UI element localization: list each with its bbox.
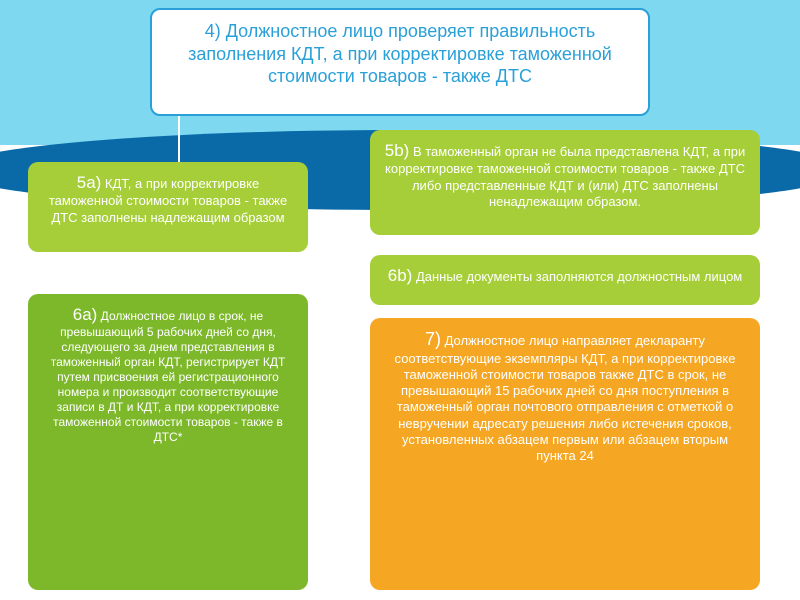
box-6b-text: Данные документы заполняются должностным… (412, 269, 742, 284)
connector-6b-to-7 (560, 305, 562, 318)
box-6a-lead: 6a) (73, 305, 98, 324)
box-step-7: 7) Должностное лицо направляет декларант… (370, 318, 760, 590)
box-5b-text: В таможенный орган не была представлена … (385, 144, 745, 209)
box-step-5a: 5a) КДТ, а при корректировке таможенной … (28, 162, 308, 252)
box-6b-lead: 6b) (388, 266, 413, 285)
box-5a-lead: 5a) (77, 173, 102, 192)
box-6a-text: Должностное лицо в срок, не превышающий … (51, 309, 286, 444)
box-step-4-text: 4) Должностное лицо проверяет правильнос… (188, 21, 612, 86)
box-5b-lead: 5b) (385, 141, 410, 160)
box-step-6b: 6b) Данные документы заполняются должнос… (370, 255, 760, 305)
box-7-lead: 7) (425, 329, 441, 349)
connector-5a-to-6a (70, 252, 72, 294)
box-step-6a: 6a) Должностное лицо в срок, не превышаю… (28, 294, 308, 590)
connector-top-to-5a (178, 116, 180, 162)
connector-5b-to-6b (560, 235, 562, 255)
box-step-5b: 5b) В таможенный орган не была представл… (370, 130, 760, 235)
box-step-4: 4) Должностное лицо проверяет правильнос… (150, 8, 650, 116)
box-7-text: Должностное лицо направляет декларанту с… (395, 333, 736, 463)
